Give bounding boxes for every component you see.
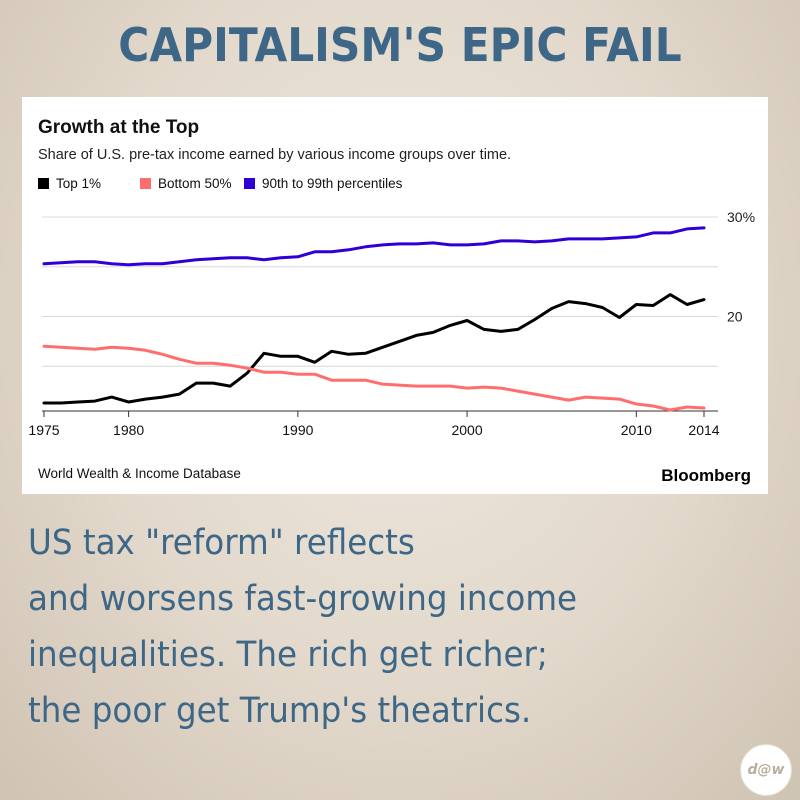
- daw-logo-badge: d@w: [740, 744, 792, 796]
- series-line: [42, 226, 706, 267]
- chart-axis-ticks: 1975 1980 1990 2000 2010 2014: [28, 411, 720, 438]
- legend-swatch: [140, 178, 151, 189]
- legend-swatch: [38, 178, 49, 189]
- headline: CAPITALISM'S EPIC FAIL: [118, 18, 682, 72]
- x-tick-label: 2010: [621, 422, 652, 438]
- chart-grid: 30% 20: [42, 209, 755, 412]
- x-tick-label: 2000: [451, 422, 482, 438]
- x-tick-label: 2014: [688, 422, 719, 438]
- chart-lines: [42, 226, 706, 412]
- caption: US tax "reform" reflects and worsens fas…: [28, 515, 788, 739]
- legend-swatch: [244, 178, 255, 189]
- income-share-chart: Growth at the Top Share of U.S. pre-tax …: [28, 117, 755, 485]
- series-line: [42, 293, 706, 405]
- x-tick-label: 1990: [282, 422, 313, 438]
- x-tick-label: 1980: [113, 422, 144, 438]
- x-tick-label: 1975: [28, 422, 59, 438]
- chart-legend: Top 1% Bottom 50% 90th to 99th percentiles: [38, 176, 403, 191]
- caption-line: US tax "reform" reflects: [28, 523, 415, 563]
- caption-line: and worsens fast-growing income: [28, 579, 578, 619]
- chart-subtitle: Share of U.S. pre-tax income earned by v…: [38, 147, 511, 163]
- y-tick-label: 30%: [727, 209, 755, 225]
- caption-line: the poor get Trump's theatrics.: [28, 691, 532, 731]
- bloomberg-logo: Bloomberg: [661, 466, 751, 485]
- chart-source: World Wealth & Income Database: [38, 466, 241, 481]
- y-tick-label: 20: [727, 308, 743, 324]
- series-line: [42, 344, 706, 412]
- caption-line: inequalities. The rich get richer;: [28, 635, 548, 675]
- legend-label: 90th to 99th percentiles: [262, 176, 403, 191]
- chart-card: Growth at the Top Share of U.S. pre-tax …: [22, 97, 768, 494]
- chart-title: Growth at the Top: [38, 117, 199, 138]
- legend-label: Top 1%: [56, 176, 101, 191]
- legend-label: Bottom 50%: [158, 176, 232, 191]
